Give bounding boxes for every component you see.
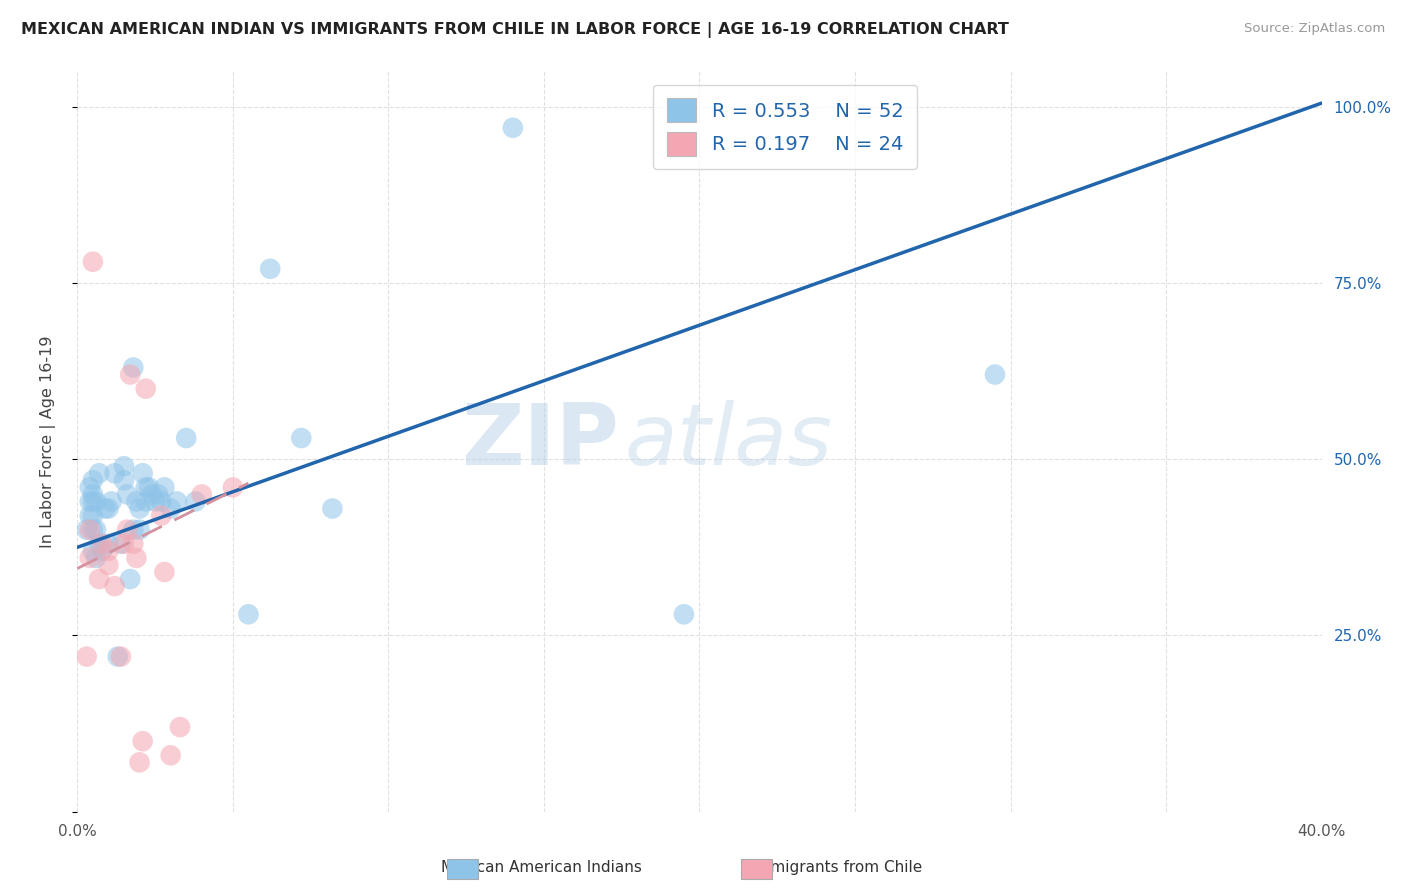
Point — [135, 480, 157, 494]
Point — [115, 487, 138, 501]
Point — [150, 508, 173, 523]
Point — [104, 467, 127, 481]
Point — [82, 508, 104, 523]
Text: Immigrants from Chile: Immigrants from Chile — [751, 860, 922, 874]
Point — [91, 537, 114, 551]
Point — [153, 480, 176, 494]
Point — [97, 558, 120, 572]
Point — [76, 523, 98, 537]
Point — [110, 537, 132, 551]
Point — [135, 382, 157, 396]
Point — [79, 550, 101, 565]
Point — [174, 431, 197, 445]
Point — [97, 501, 120, 516]
Point — [82, 487, 104, 501]
Point — [128, 756, 150, 770]
Point — [184, 494, 207, 508]
Point — [122, 360, 145, 375]
Point — [166, 494, 188, 508]
Point — [84, 523, 107, 537]
Point — [91, 544, 114, 558]
Point — [120, 572, 142, 586]
Point — [984, 368, 1007, 382]
Point — [169, 720, 191, 734]
Point — [87, 537, 110, 551]
Point — [191, 487, 214, 501]
Point — [104, 579, 127, 593]
Text: atlas: atlas — [624, 400, 832, 483]
Text: MEXICAN AMERICAN INDIAN VS IMMIGRANTS FROM CHILE IN LABOR FORCE | AGE 16-19 CORR: MEXICAN AMERICAN INDIAN VS IMMIGRANTS FR… — [21, 22, 1010, 38]
Point — [112, 473, 135, 487]
Point — [87, 467, 110, 481]
Point — [131, 467, 153, 481]
Point — [120, 368, 142, 382]
Point — [222, 480, 245, 494]
Point — [153, 565, 176, 579]
Point — [128, 501, 150, 516]
Point — [87, 572, 110, 586]
Y-axis label: In Labor Force | Age 16-19: In Labor Force | Age 16-19 — [41, 335, 56, 548]
Point — [148, 487, 170, 501]
Point — [128, 523, 150, 537]
Point — [110, 649, 132, 664]
Point — [94, 501, 117, 516]
Point — [107, 649, 129, 664]
Point — [321, 501, 343, 516]
Point — [112, 459, 135, 474]
Point — [84, 494, 107, 508]
Point — [131, 734, 153, 748]
Point — [76, 649, 98, 664]
Point — [79, 508, 101, 523]
Point — [100, 494, 122, 508]
Point — [79, 480, 101, 494]
Point — [290, 431, 312, 445]
Point — [125, 550, 148, 565]
Text: Mexican American Indians: Mexican American Indians — [441, 860, 641, 874]
Legend: R = 0.553    N = 52, R = 0.197    N = 24: R = 0.553 N = 52, R = 0.197 N = 24 — [654, 85, 917, 169]
Point — [150, 494, 173, 508]
Point — [138, 480, 160, 494]
Point — [259, 261, 281, 276]
Point — [82, 544, 104, 558]
Point — [97, 537, 120, 551]
Point — [97, 544, 120, 558]
Point — [82, 254, 104, 268]
Point — [141, 487, 163, 501]
Point — [125, 494, 148, 508]
Point — [82, 473, 104, 487]
Point — [112, 537, 135, 551]
Point — [502, 120, 524, 135]
Point — [122, 537, 145, 551]
Point — [143, 494, 166, 508]
Point — [159, 501, 181, 516]
Text: ZIP: ZIP — [461, 400, 619, 483]
Point — [79, 523, 101, 537]
Point — [159, 748, 181, 763]
Point — [672, 607, 695, 622]
Point — [115, 523, 138, 537]
Point — [238, 607, 260, 622]
Point — [122, 523, 145, 537]
Point — [82, 523, 104, 537]
Text: Source: ZipAtlas.com: Source: ZipAtlas.com — [1244, 22, 1385, 36]
Point — [79, 494, 101, 508]
Point — [82, 494, 104, 508]
Point — [84, 550, 107, 565]
Point — [135, 494, 157, 508]
